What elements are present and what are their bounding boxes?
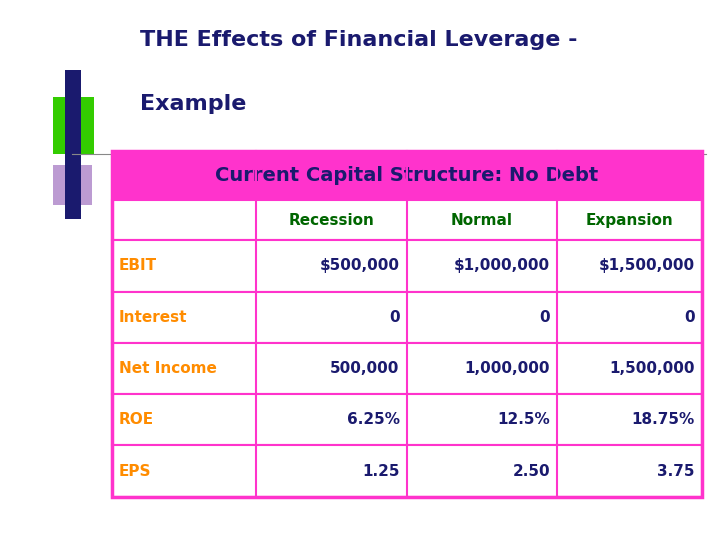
Text: $1,500,000: $1,500,000 (598, 259, 695, 273)
Text: Net Income: Net Income (119, 361, 217, 376)
Text: 500,000: 500,000 (330, 361, 400, 376)
Text: THE Effects of Financial Leverage -: THE Effects of Financial Leverage - (140, 30, 578, 50)
Text: Example: Example (140, 94, 247, 114)
Text: Expansion: Expansion (586, 213, 673, 227)
Text: 6.25%: 6.25% (346, 413, 400, 427)
Text: 1,500,000: 1,500,000 (609, 361, 695, 376)
Text: 0: 0 (389, 310, 400, 325)
Text: 18.75%: 18.75% (631, 413, 695, 427)
Text: Recession: Recession (289, 213, 374, 227)
Text: ROE: ROE (119, 413, 154, 427)
Text: $1,000,000: $1,000,000 (454, 259, 550, 273)
Text: EBIT: EBIT (119, 259, 157, 273)
Text: Interest: Interest (119, 310, 187, 325)
Text: 1,000,000: 1,000,000 (464, 361, 550, 376)
Text: 1.25: 1.25 (362, 464, 400, 478)
Text: EPS: EPS (119, 464, 151, 478)
Text: Current Capital Structure: No Debt: Current Capital Structure: No Debt (215, 166, 598, 185)
Text: 12.5%: 12.5% (498, 413, 550, 427)
Text: 0: 0 (684, 310, 695, 325)
Text: 0: 0 (539, 310, 550, 325)
Text: 3.75: 3.75 (657, 464, 695, 478)
Text: $500,000: $500,000 (320, 259, 400, 273)
Text: Normal: Normal (451, 213, 513, 227)
Text: 2.50: 2.50 (513, 464, 550, 478)
